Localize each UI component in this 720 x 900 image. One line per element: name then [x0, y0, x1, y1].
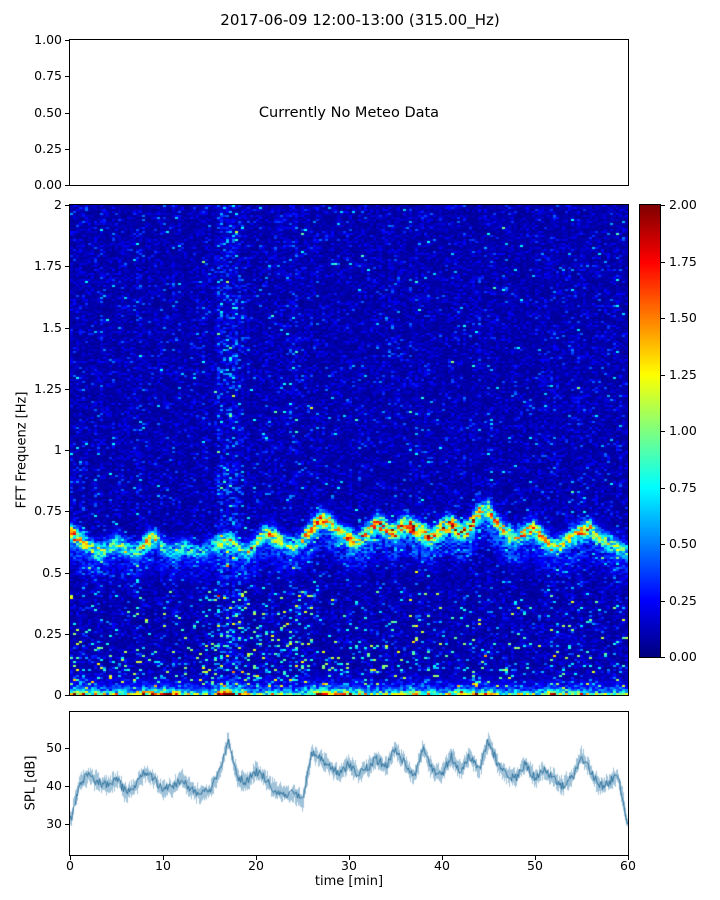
tick-mark — [65, 149, 69, 150]
tick-mark — [65, 266, 69, 267]
tick-mark — [661, 657, 665, 658]
tick-mark — [661, 262, 665, 263]
tick-mark — [661, 431, 665, 432]
tick-mark — [65, 389, 69, 390]
colorbar-gradient — [640, 205, 660, 657]
tick-mark — [65, 205, 69, 206]
colorbar-tick-label: 1.50 — [669, 310, 697, 325]
tick-mark — [661, 488, 665, 489]
spectrogram-y-tick-label: 1.5 — [42, 320, 62, 335]
tick-mark — [661, 544, 665, 545]
meteo-y-tick-label: 0.75 — [34, 68, 62, 83]
colorbar-tick-label: 1.25 — [669, 367, 697, 382]
spectrogram-y-tick-label: 0 — [54, 687, 62, 702]
x-tick-label: 40 — [434, 858, 450, 873]
spectrogram-axes — [69, 204, 629, 696]
meteo-y-tick-label: 0.50 — [34, 105, 62, 120]
spectrogram-y-tick-label: 1.75 — [34, 258, 62, 273]
tick-mark — [65, 634, 69, 635]
tick-mark — [661, 318, 665, 319]
tick-mark — [65, 573, 69, 574]
x-tick-label: 30 — [341, 858, 357, 873]
colorbar-tick-label: 0.00 — [669, 649, 697, 664]
tick-mark — [535, 856, 536, 860]
colorbar-tick-label: 2.00 — [669, 197, 697, 212]
tick-mark — [65, 40, 69, 41]
tick-mark — [65, 511, 69, 512]
spectrogram-y-tick-label: 0.75 — [34, 503, 62, 518]
x-tick-label: 60 — [620, 858, 636, 873]
tick-mark — [70, 856, 71, 860]
spectrogram-y-tick-label: 2 — [54, 197, 62, 212]
figure-title: 2017-06-09 12:00-13:00 (315.00_Hz) — [220, 11, 500, 29]
tick-mark — [65, 328, 69, 329]
spl-axes — [69, 711, 629, 856]
no-meteo-text: Currently No Meteo Data — [258, 104, 440, 121]
tick-mark — [65, 695, 69, 696]
tick-mark — [349, 856, 350, 860]
spl-y-tick-label: 30 — [46, 816, 62, 831]
meteo-y-tick-label: 0.00 — [34, 177, 62, 192]
tick-mark — [65, 748, 69, 749]
x-tick-label: 50 — [527, 858, 543, 873]
colorbar-tick-label: 1.00 — [669, 423, 697, 438]
x-tick-label: 10 — [155, 858, 171, 873]
spectrogram-y-tick-label: 1.25 — [34, 381, 62, 396]
tick-mark — [65, 113, 69, 114]
tick-mark — [65, 185, 69, 186]
tick-mark — [442, 856, 443, 860]
tick-mark — [65, 76, 69, 77]
tick-mark — [628, 856, 629, 860]
meteo-y-tick-label: 0.25 — [34, 141, 62, 156]
colorbar-tick-label: 0.50 — [669, 536, 697, 551]
spectrogram-y-tick-label: 0.25 — [34, 626, 62, 641]
tick-mark — [661, 601, 665, 602]
spl-line-plot — [70, 712, 628, 855]
x-axis-label: time [min] — [314, 874, 384, 889]
spectrogram-y-tick-label: 0.5 — [42, 565, 62, 580]
meteo-y-tick-label: 1.00 — [34, 32, 62, 47]
colorbar-tick-label: 0.25 — [669, 593, 697, 608]
tick-mark — [661, 205, 665, 206]
tick-mark — [661, 375, 665, 376]
tick-mark — [65, 450, 69, 451]
colorbar-tick-label: 0.75 — [669, 480, 697, 495]
colorbar — [639, 204, 661, 658]
colorbar-tick-label: 1.75 — [669, 254, 697, 269]
spl-y-tick-label: 40 — [46, 778, 62, 793]
tick-mark — [163, 856, 164, 860]
spectrogram-image — [70, 205, 628, 695]
tick-mark — [65, 824, 69, 825]
tick-mark — [65, 786, 69, 787]
spl-y-tick-label: 50 — [46, 740, 62, 755]
tick-mark — [256, 856, 257, 860]
x-tick-label: 20 — [248, 858, 264, 873]
x-tick-label: 0 — [66, 858, 74, 873]
spectrogram-y-tick-label: 1 — [54, 442, 62, 457]
meteo-axes: Currently No Meteo Data — [69, 39, 629, 186]
